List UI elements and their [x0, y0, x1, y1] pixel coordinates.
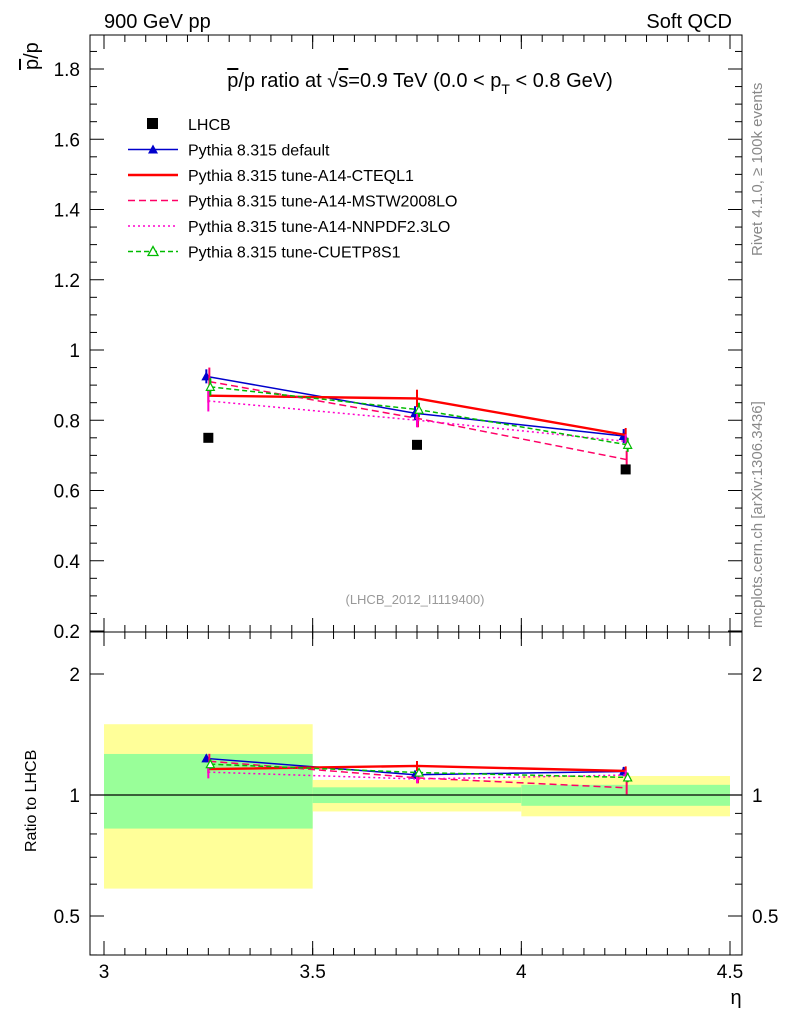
title-sqrt: √: [327, 70, 338, 92]
y-axis-label-main: p/p: [21, 42, 43, 70]
lhcb-data-point: [203, 432, 214, 443]
mcplots-label: mcplots.cern.ch [arXiv:1306.3436]: [749, 401, 766, 628]
ratio-y-tick-label-right: 2: [752, 665, 763, 686]
legend: LHCB Pythia 8.315 default Pythia 8.315 tun…: [128, 117, 457, 262]
legend-label-3: Pythia 8.315 tune-A14-NNPDF2.3LO: [188, 219, 450, 236]
main-y-tick-label: 1.6: [54, 130, 80, 151]
main-y-tick-label: 1.2: [54, 271, 80, 292]
ratio-series-marker-4: [622, 772, 633, 782]
ratio-panel-frame: [89, 631, 743, 956]
legend-label-1: Pythia 8.315 tune-A14-CTEQL1: [188, 168, 414, 185]
header-left-label: 900 GeV pp: [104, 11, 211, 33]
main-series-marker-4: [205, 381, 216, 391]
legend-label-4: Pythia 8.315 tune-CUETP8S1: [188, 245, 401, 262]
x-tick-label: 3: [99, 962, 110, 983]
main-y-tick-label: 1.4: [54, 201, 81, 222]
ratio-series-marker-4: [414, 767, 424, 777]
lhcb-data-point: [620, 464, 631, 475]
main-y-tick-label: 0.6: [54, 482, 80, 503]
legend-marker-lhcb: [147, 118, 158, 129]
legend-label-2: Pythia 8.315 tune-A14-MSTW2008LO: [188, 194, 457, 211]
x-axis-label: η: [730, 987, 741, 1009]
title-part-3: < 0.8 GeV): [510, 70, 613, 92]
main-y-tick-label: 0.8: [54, 411, 80, 432]
title-s: s: [338, 70, 348, 92]
main-y-tick-label: 1.8: [54, 60, 80, 81]
legend-label-0: Pythia 8.315 default: [188, 143, 330, 160]
ratio-y-tick-label: 0.5: [54, 907, 80, 928]
lhcb-data-point: [412, 439, 422, 450]
legend-marker-0: [148, 144, 158, 154]
ylabel-pbar: p: [21, 59, 43, 70]
header-right-label: Soft QCD: [646, 11, 732, 33]
analysis-watermark: (LHCB_2012_I1119400): [345, 592, 484, 607]
title-pbar: p: [227, 70, 238, 92]
ratio-y-tick-label-right: 0.5: [752, 907, 778, 928]
x-tick-label: 3.5: [299, 962, 325, 983]
rivet-version-label: Rivet 4.1.0, ≥ 100k events: [749, 83, 766, 256]
main-y-tick-label: 0.2: [54, 622, 80, 643]
y-axis-label-ratio: Ratio to LHCB: [23, 750, 40, 852]
ratio-y-tick-label-right: 1: [752, 786, 763, 807]
main-y-tick-label: 1: [69, 341, 80, 362]
legend-label-lhcb: LHCB: [188, 117, 231, 134]
ratio-y-tick-label: 1: [69, 786, 80, 807]
title-part-1: /p ratio at: [238, 70, 327, 92]
x-tick-label: 4.5: [717, 962, 743, 983]
x-tick-label: 4: [516, 962, 527, 983]
main-y-tick-label: 0.4: [54, 552, 81, 573]
ratio-y-tick-label: 2: [69, 665, 80, 686]
main-series-marker-4: [622, 439, 633, 449]
title-sub: T: [501, 81, 510, 97]
title-part-2: =0.9 TeV (0.0 < p: [348, 70, 501, 92]
title: p/p ratio at √s=0.9 TeV (0.0 < pT < 0.8 …: [227, 70, 613, 97]
legend-marker-4: [146, 245, 160, 257]
ratio-series-marker-4: [205, 758, 216, 769]
main-series-marker-4: [414, 404, 424, 414]
